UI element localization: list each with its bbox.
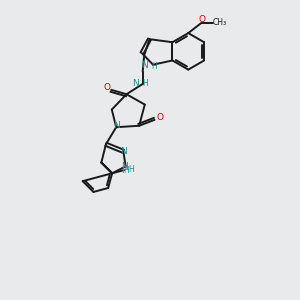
Text: N: N (141, 61, 148, 70)
Text: F: F (121, 166, 126, 175)
Text: CH₃: CH₃ (213, 18, 227, 27)
Text: H: H (123, 166, 129, 175)
Text: N: N (120, 147, 127, 156)
Text: N: N (113, 121, 120, 130)
Text: O: O (198, 15, 205, 24)
Text: H: H (142, 80, 148, 88)
Text: H: H (151, 62, 157, 71)
Text: N: N (121, 162, 128, 171)
Text: H: H (128, 165, 134, 174)
Text: O: O (156, 113, 163, 122)
Text: O: O (103, 83, 110, 92)
Text: N: N (132, 80, 139, 88)
